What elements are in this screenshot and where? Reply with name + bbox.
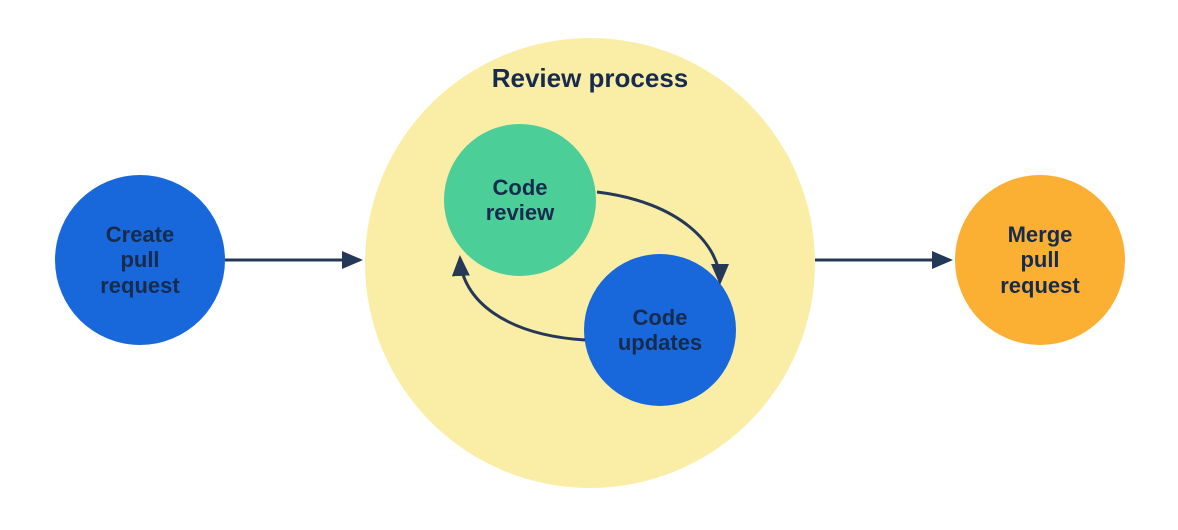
node-label: Code review: [486, 175, 555, 226]
diagram-canvas: Review process Create pull request Code …: [0, 0, 1178, 530]
node-create-pull-request: Create pull request: [55, 175, 225, 345]
node-label: Merge pull request: [1000, 222, 1079, 298]
review-process-title: Review process: [492, 64, 689, 94]
review-process-container: Review process: [365, 38, 815, 488]
node-merge-pull-request: Merge pull request: [955, 175, 1125, 345]
node-label: Create pull request: [100, 222, 179, 298]
node-label: Code updates: [618, 305, 702, 356]
node-code-review: Code review: [444, 124, 596, 276]
node-code-updates: Code updates: [584, 254, 736, 406]
